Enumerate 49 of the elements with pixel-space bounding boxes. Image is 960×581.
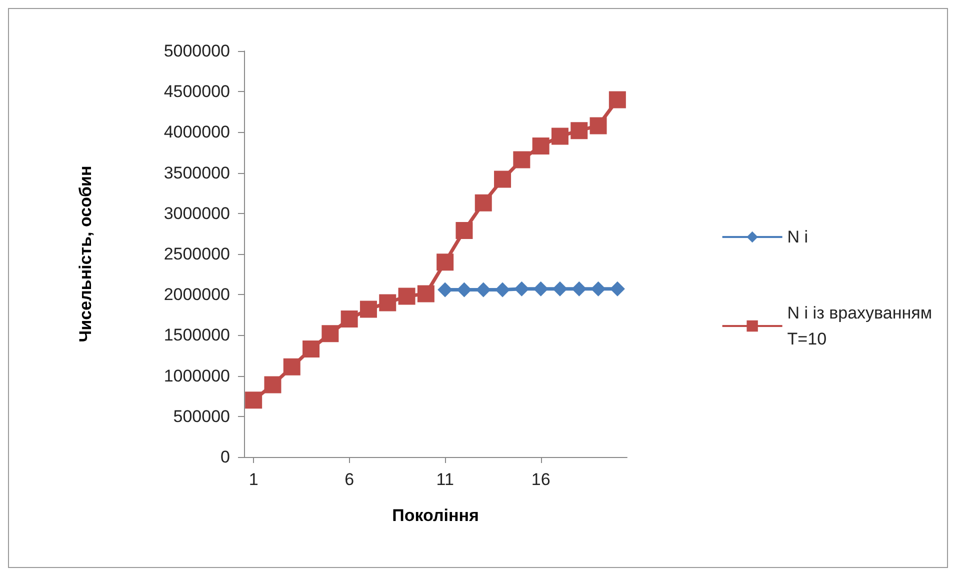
point bbox=[590, 281, 606, 296]
x-tick-label: 16 bbox=[531, 470, 550, 489]
point bbox=[360, 300, 377, 318]
point bbox=[572, 281, 587, 296]
point bbox=[610, 281, 625, 296]
y-tick-label: 3000000 bbox=[164, 204, 230, 223]
point bbox=[514, 281, 530, 296]
y-tick-label: 4000000 bbox=[164, 122, 230, 142]
y-tick-label: 4500000 bbox=[164, 82, 230, 102]
point bbox=[608, 91, 626, 108]
legend-label: N i із врахуванням T=10 bbox=[787, 304, 932, 348]
point bbox=[340, 310, 358, 328]
x-axis-title: Покоління bbox=[392, 506, 479, 525]
legend-label: N i bbox=[787, 228, 808, 246]
point bbox=[264, 376, 282, 394]
y-tick-label: 0 bbox=[220, 448, 230, 466]
point bbox=[552, 281, 568, 296]
y-tick-label: 1500000 bbox=[164, 326, 230, 345]
x-tick-label: 6 bbox=[344, 470, 354, 489]
point bbox=[456, 282, 472, 298]
point bbox=[590, 117, 607, 134]
point bbox=[245, 392, 262, 409]
y-tick-label: 1000000 bbox=[164, 366, 230, 386]
point bbox=[438, 282, 453, 298]
point bbox=[532, 138, 550, 155]
point bbox=[436, 254, 454, 271]
y-tick-label: 2500000 bbox=[164, 244, 230, 264]
y-tick-label: 3500000 bbox=[164, 163, 230, 182]
x-tick-label: 11 bbox=[436, 470, 454, 489]
point bbox=[476, 282, 491, 298]
point bbox=[495, 282, 510, 298]
point bbox=[398, 288, 416, 305]
point bbox=[417, 285, 434, 302]
point bbox=[302, 340, 320, 358]
y-tick-label: 2000000 bbox=[164, 285, 230, 304]
point bbox=[456, 222, 473, 239]
point bbox=[513, 151, 530, 168]
y-tick-label: 500000 bbox=[173, 406, 230, 426]
point bbox=[322, 325, 339, 342]
point bbox=[494, 170, 512, 188]
y-tick-label: 5000000 bbox=[164, 42, 230, 60]
point bbox=[570, 122, 588, 140]
point bbox=[379, 294, 396, 312]
x-tick-label: 1 bbox=[248, 470, 258, 489]
point bbox=[533, 281, 548, 296]
y-axis-title: Чисельність, особин bbox=[76, 166, 95, 342]
point bbox=[283, 358, 300, 376]
point bbox=[551, 128, 568, 145]
point bbox=[474, 194, 492, 212]
